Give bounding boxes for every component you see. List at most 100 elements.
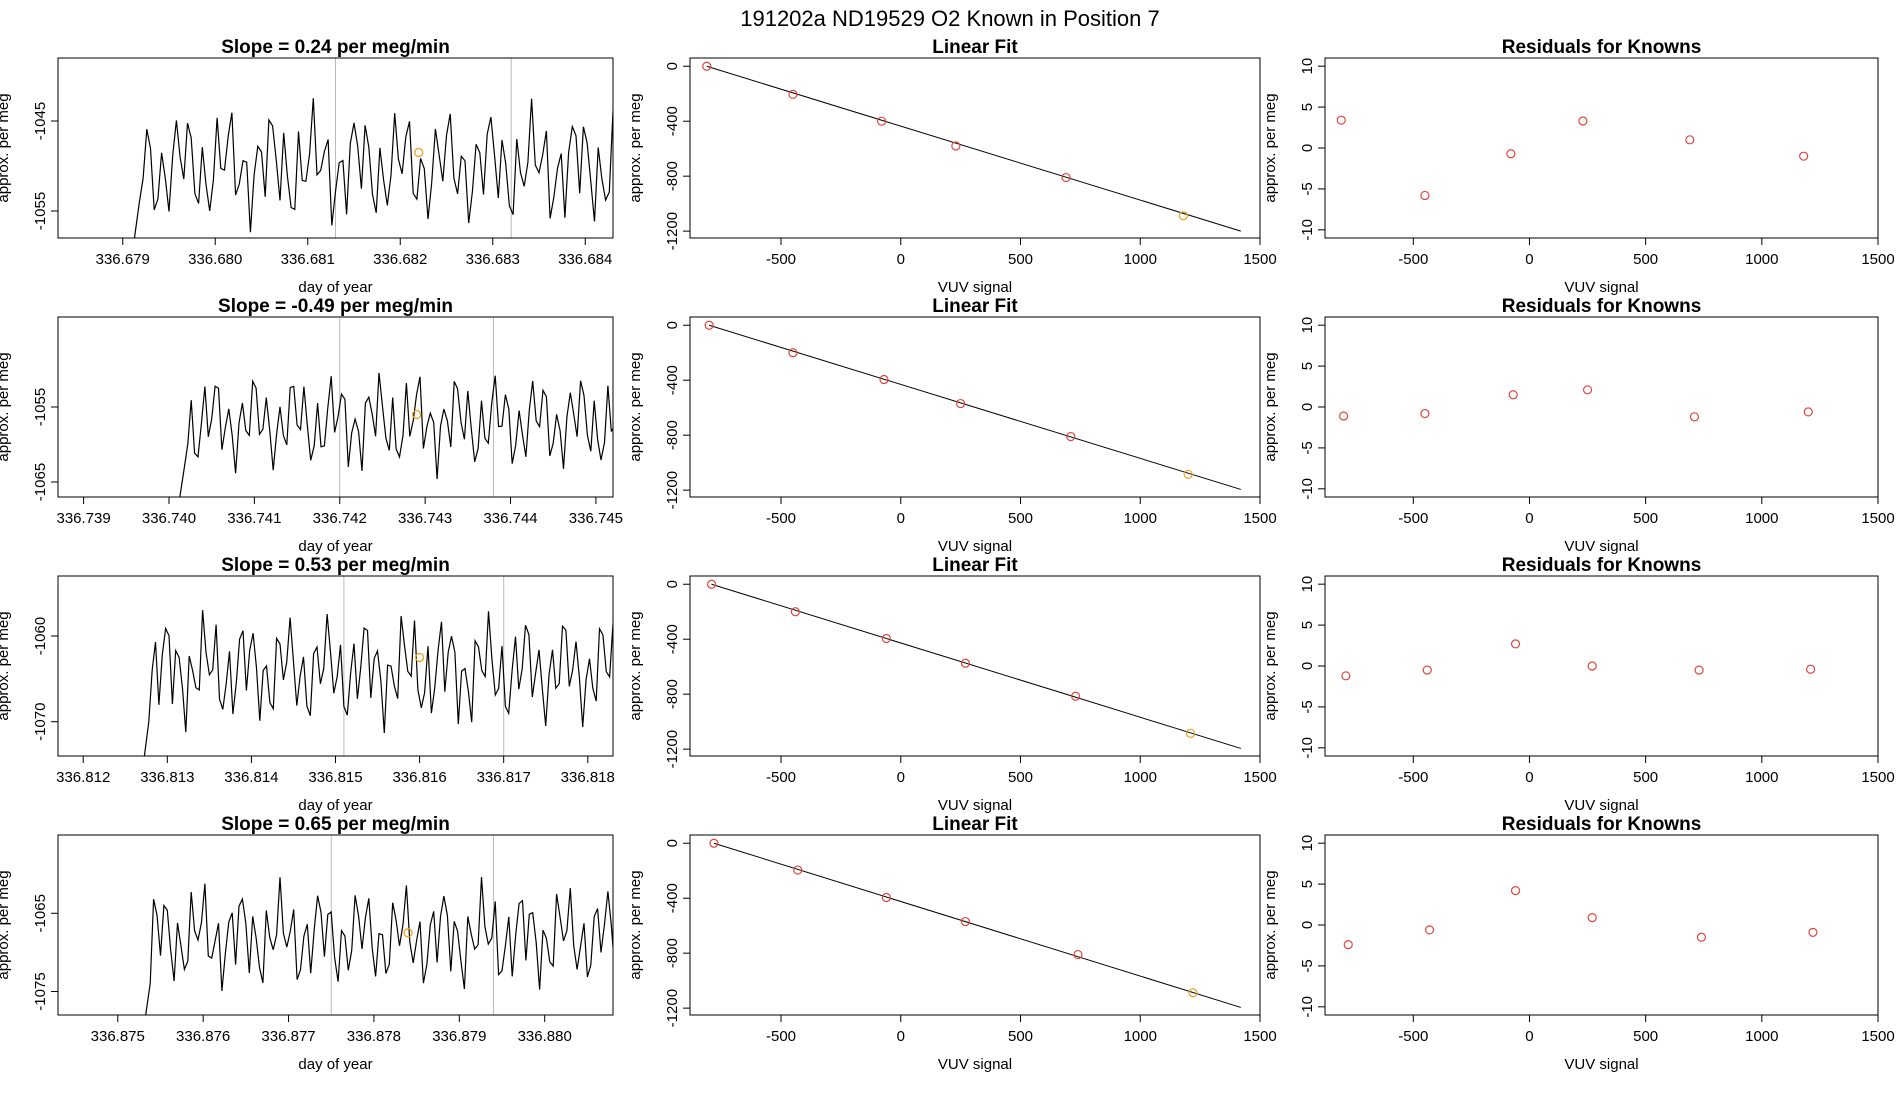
y-tick-label: -1200 bbox=[664, 471, 681, 509]
data-point bbox=[1582, 385, 1593, 395]
panel-title: Residuals for Knowns bbox=[1502, 296, 1702, 317]
data-point bbox=[1183, 469, 1193, 479]
plot-area bbox=[706, 579, 1241, 749]
data-point bbox=[876, 116, 887, 126]
data-point bbox=[881, 892, 891, 903]
panel-title: Linear Fit bbox=[932, 296, 1018, 317]
series-line bbox=[179, 372, 613, 497]
data-point bbox=[1587, 913, 1597, 923]
x-tick-label: 1000 bbox=[1124, 251, 1157, 268]
y-tick-label: 0 bbox=[1299, 662, 1316, 670]
x-axis-label: day of year bbox=[298, 797, 372, 814]
panel-title: Linear Fit bbox=[932, 814, 1018, 835]
panel-title: Linear Fit bbox=[932, 37, 1018, 58]
figure-suptitle: 191202a ND19529 O2 Known in Position 7 bbox=[740, 6, 1160, 31]
y-tick-label: -1065 bbox=[32, 463, 49, 501]
x-tick-label: 336.745 bbox=[569, 510, 623, 527]
x-tick-label: 336.875 bbox=[91, 1028, 145, 1045]
data-point bbox=[951, 141, 961, 151]
panel-5: Linear Fit VUV signal approx. per meg -500 0… bbox=[627, 296, 1277, 555]
data-point bbox=[1178, 211, 1188, 221]
x-tick-label: 336.679 bbox=[96, 251, 150, 268]
x-axis-label: VUV signal bbox=[938, 538, 1012, 555]
data-point bbox=[709, 838, 719, 848]
x-tick-label: 0 bbox=[897, 769, 905, 786]
data-point bbox=[702, 61, 712, 71]
x-tick-label: 336.680 bbox=[188, 251, 242, 268]
data-point bbox=[1803, 407, 1813, 417]
x-tick-label: 0 bbox=[897, 1028, 905, 1045]
x-tick-label: 1500 bbox=[1861, 769, 1894, 786]
data-point bbox=[1420, 190, 1430, 201]
panel-title: Slope = -0.49 per meg/min bbox=[218, 296, 453, 317]
plot-frame bbox=[57, 834, 614, 1016]
data-point bbox=[879, 374, 889, 385]
x-tick-label: 1000 bbox=[1124, 769, 1157, 786]
plot-area bbox=[704, 320, 1241, 490]
fit-line bbox=[713, 842, 1241, 1008]
x-tick-label: 500 bbox=[1008, 769, 1033, 786]
x-tick-label: -500 bbox=[766, 510, 796, 527]
plot-frame bbox=[689, 57, 1261, 239]
x-tick-label: 1500 bbox=[1243, 1028, 1276, 1045]
y-axis-label: approx. per meg bbox=[627, 611, 644, 720]
fit-line bbox=[709, 324, 1241, 490]
y-tick-label: -5 bbox=[1299, 700, 1316, 713]
data-point bbox=[1061, 172, 1071, 183]
plot-area bbox=[179, 317, 613, 497]
panel-11: Linear Fit VUV signal approx. per meg -500 0… bbox=[627, 814, 1277, 1073]
plot-area bbox=[1336, 115, 1809, 201]
data-point bbox=[1185, 728, 1196, 738]
x-tick-label: 336.739 bbox=[56, 510, 110, 527]
data-point bbox=[1508, 390, 1518, 400]
data-point bbox=[1806, 664, 1816, 674]
y-tick-label: -1200 bbox=[664, 989, 681, 1027]
panel-2: Linear Fit VUV signal approx. per meg -500 0… bbox=[627, 37, 1277, 296]
x-tick-label: 336.813 bbox=[140, 769, 194, 786]
series-line bbox=[145, 877, 613, 1015]
panel-title: Residuals for Knowns bbox=[1502, 814, 1702, 835]
highlight-point bbox=[411, 409, 422, 420]
data-point bbox=[1420, 408, 1430, 419]
y-tick-label: -1075 bbox=[32, 972, 49, 1010]
x-axis-label: VUV signal bbox=[1564, 1056, 1638, 1073]
x-tick-label: 336.682 bbox=[373, 251, 427, 268]
y-axis-label: approx. per meg bbox=[627, 352, 644, 461]
x-tick-label: 336.743 bbox=[398, 510, 452, 527]
data-point bbox=[881, 633, 891, 644]
data-point bbox=[1066, 431, 1076, 442]
plot-frame bbox=[1324, 57, 1879, 239]
x-tick-label: 0 bbox=[1525, 510, 1533, 527]
y-tick-label: 0 bbox=[664, 62, 681, 70]
x-tick-label: 0 bbox=[1525, 769, 1533, 786]
plot-frame bbox=[57, 57, 614, 239]
x-axis-label: day of year bbox=[298, 538, 372, 555]
x-tick-label: 336.742 bbox=[313, 510, 367, 527]
plot-frame bbox=[1324, 575, 1879, 757]
x-tick-label: 500 bbox=[1633, 1028, 1658, 1045]
panel-12: Residuals for Knowns VUV signal approx. pe… bbox=[1262, 814, 1895, 1073]
y-tick-label: -1065 bbox=[32, 894, 49, 932]
data-point bbox=[1587, 661, 1597, 671]
x-tick-label: 336.879 bbox=[432, 1028, 486, 1045]
data-point bbox=[704, 320, 714, 330]
x-tick-label: 336.683 bbox=[466, 251, 520, 268]
x-tick-label: 1000 bbox=[1745, 510, 1778, 527]
data-point bbox=[1343, 940, 1353, 950]
data-point bbox=[1578, 116, 1588, 126]
data-point bbox=[1510, 886, 1521, 896]
x-tick-label: -500 bbox=[766, 1028, 796, 1045]
y-tick-label: -800 bbox=[664, 938, 681, 968]
plot-frame bbox=[1324, 834, 1879, 1016]
x-tick-label: 336.681 bbox=[281, 251, 335, 268]
y-axis-label: approx. per meg bbox=[0, 611, 12, 720]
x-tick-label: 1500 bbox=[1861, 251, 1894, 268]
x-tick-label: 1000 bbox=[1745, 769, 1778, 786]
plot-area bbox=[709, 838, 1241, 1008]
y-tick-label: -1060 bbox=[32, 617, 49, 655]
plot-frame bbox=[689, 834, 1261, 1016]
x-tick-label: 500 bbox=[1633, 251, 1658, 268]
y-tick-label: -5 bbox=[1299, 182, 1316, 195]
y-tick-label: -800 bbox=[664, 679, 681, 709]
panel-1: Slope = 0.24 per meg/min day of year appro… bbox=[0, 37, 614, 296]
